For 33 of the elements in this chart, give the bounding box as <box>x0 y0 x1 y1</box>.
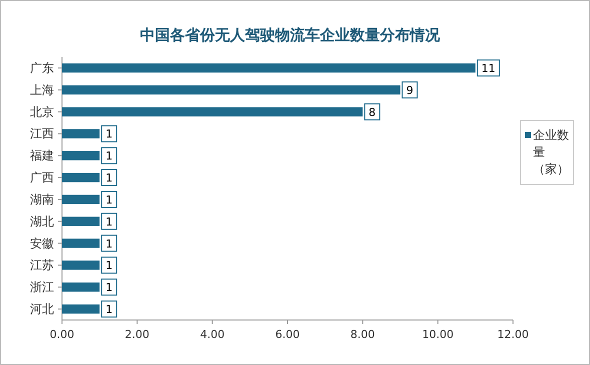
x-tick-label: 2.00 <box>124 328 150 341</box>
x-tick-label: 10.00 <box>422 328 454 341</box>
data-label: 1 <box>106 215 113 228</box>
x-tick-label: 0.00 <box>50 328 74 341</box>
data-label: 1 <box>106 172 113 185</box>
data-label: 1 <box>106 281 113 294</box>
chart-title: 中国各省份无人驾驶物流车企业数量分布情况 <box>140 26 441 44</box>
y-tick-label: 福建 <box>30 148 54 163</box>
x-tick-label: 4.00 <box>200 328 225 341</box>
data-label: 11 <box>481 62 496 75</box>
y-tick-label: 广东 <box>30 60 54 75</box>
data-label: 1 <box>106 193 113 206</box>
y-tick-label: 江苏 <box>30 258 54 272</box>
data-label: 9 <box>406 84 414 97</box>
data-label: 8 <box>368 106 376 119</box>
y-tick-label: 江西 <box>30 126 54 141</box>
data-label: 1 <box>106 150 113 163</box>
x-tick-label: 6.00 <box>275 328 300 341</box>
x-tick-label: 8.00 <box>350 328 375 341</box>
y-tick-label: 广西 <box>30 170 54 185</box>
data-label: 1 <box>106 128 113 141</box>
y-tick-label: 湖北 <box>30 214 54 228</box>
legend-label: 企业数量（家） <box>533 127 569 178</box>
y-tick-label: 河北 <box>30 302 54 316</box>
y-tick-label: 北京 <box>30 104 54 119</box>
y-tick-label: 安徽 <box>30 236 54 250</box>
data-label: 1 <box>106 259 113 272</box>
data-label: 1 <box>106 303 113 316</box>
x-tick-label: 12.00 <box>497 328 529 341</box>
y-tick-label: 湖南 <box>30 192 54 206</box>
y-tick-label: 浙江 <box>30 280 54 294</box>
y-tick-label: 上海 <box>30 82 54 97</box>
data-label: 1 <box>106 237 113 250</box>
